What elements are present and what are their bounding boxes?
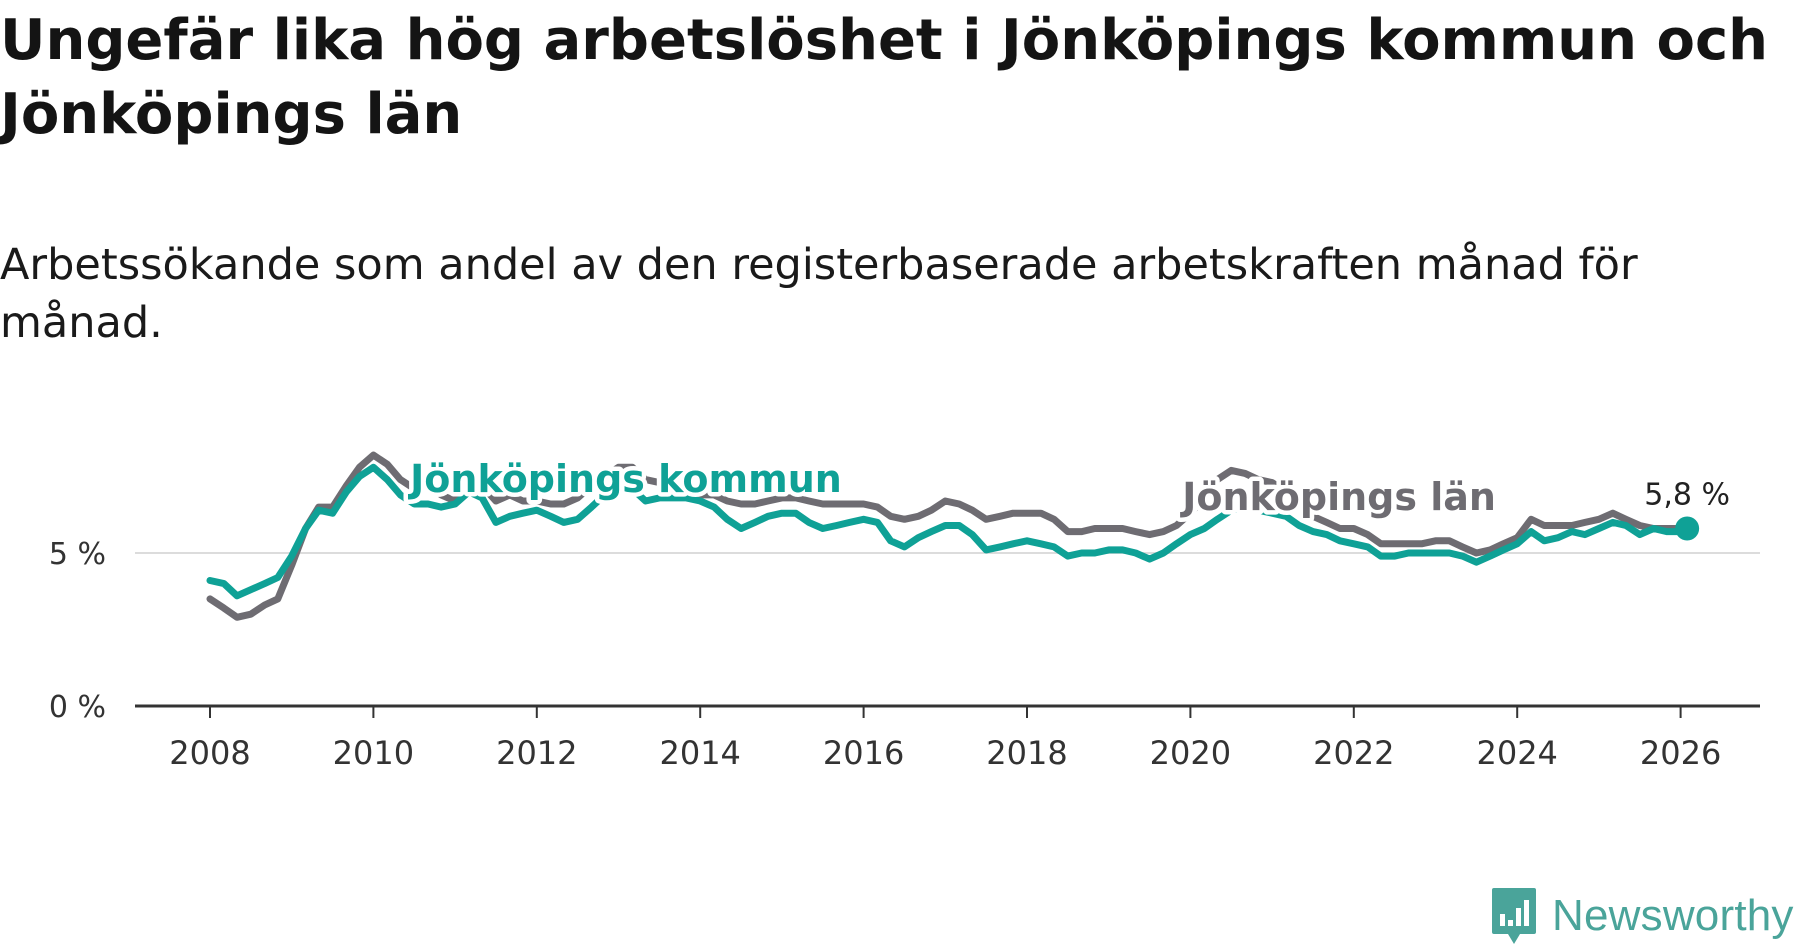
y-axis-tick-labels: 0 % 5 % (49, 537, 106, 725)
chart-title: Ungefär lika hög arbetslöshet i Jönköpin… (0, 8, 1769, 147)
newsworthy-brand: Newsworthy (1490, 886, 1794, 946)
brand-name: Newsworthy (1552, 891, 1794, 940)
end-value-label: 5,8 % (1644, 478, 1730, 513)
x-tick-label: 2024 (1476, 734, 1557, 772)
x-axis (135, 704, 1760, 718)
end-point-marker (1675, 516, 1700, 541)
x-tick-label: 2020 (1150, 734, 1231, 772)
series-line-kommun (206, 463, 1691, 600)
x-tick-label: 2008 (169, 734, 250, 772)
x-tick-label: 2022 (1313, 734, 1394, 772)
end-value-marker: 5,8 % (1641, 475, 1733, 541)
y-tick-label: 5 % (49, 537, 106, 572)
series-lines (206, 451, 1691, 621)
line-chart: 0 %5 % 2008 2010 2012 2014 2016 2018 2020 2022 2… (49, 451, 1760, 772)
x-tick-label: 2018 (986, 734, 1067, 772)
x-tick-label: 2026 (1640, 734, 1721, 772)
newsworthy-logo-icon (1492, 888, 1536, 944)
x-tick-label: 2014 (659, 734, 740, 772)
x-tick-label: 2010 (333, 734, 414, 772)
x-axis-tick-labels: 2008 2010 2012 2014 2016 2018 2020 2022 2024 2026 (169, 734, 1721, 772)
x-tick-label: 2016 (823, 734, 904, 772)
chart-subtitle: Arbetssökande som andel av den registerb… (0, 240, 1638, 348)
series-label-kommun: Jönköpings kommun (407, 457, 842, 501)
y-tick-label: 0 % (49, 690, 106, 725)
series-label-lan: Jönköpings län (1179, 475, 1496, 519)
x-tick-label: 2012 (496, 734, 577, 772)
series-labels: Jönköpings län Jönköpings kommun (403, 452, 1501, 523)
